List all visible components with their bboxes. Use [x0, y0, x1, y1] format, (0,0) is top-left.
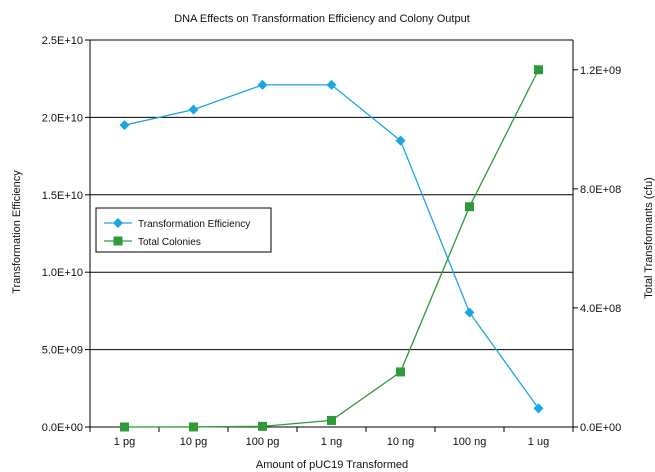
data-point [534, 65, 543, 75]
axes [85, 39, 578, 432]
y-tick-label: 2.5E+10 [42, 35, 83, 47]
data-point [327, 415, 336, 425]
y-tick-label: 2.0E+10 [42, 112, 83, 124]
x-tick-label: 1 ug [528, 436, 549, 448]
legend-marker [113, 236, 123, 246]
y-axis-title: Transformation Efficiency [11, 170, 23, 294]
data-point [395, 135, 406, 146]
data-point [120, 422, 129, 432]
y-tick-label: 1.0E+10 [42, 267, 83, 279]
y2-tick-labels: 0.0E+00 4.0E+08 8.0E+08 1.2E+09 [580, 65, 621, 434]
chart-title: DNA Effects on Transformation Efficiency… [174, 13, 470, 25]
legend-marker [113, 218, 123, 228]
y2-tick-label: 0.0E+00 [580, 422, 621, 434]
data-point [464, 307, 475, 318]
x-tick-label: 10 ng [387, 436, 415, 448]
series-total-colonies [120, 65, 543, 432]
legend-label: Transformation Efficiency [138, 219, 250, 230]
x-tick-label: 100 ng [453, 436, 487, 448]
data-point [326, 79, 337, 90]
data-point [465, 202, 474, 212]
data-point [533, 403, 544, 414]
gridlines [90, 39, 573, 351]
y-tick-label: 5.0E+09 [42, 345, 83, 357]
y2-axis-title: Total Transformants (cfu) [643, 177, 655, 299]
data-point [257, 79, 268, 90]
y2-tick-label: 8.0E+08 [580, 184, 621, 196]
series-layer [119, 65, 544, 432]
data-point [258, 421, 267, 431]
x-tick-label: 100 pg [246, 436, 280, 448]
y-tick-label: 0.0E+00 [42, 422, 83, 434]
y-tick-labels: 0.0E+00 5.0E+09 1.0E+10 1.5E+10 2.0E+10 2.5E+… [42, 35, 83, 434]
data-point [396, 367, 405, 377]
legend-label: Total Colonies [138, 237, 201, 248]
data-point [119, 120, 130, 131]
x-tick-label: 1 ng [321, 436, 342, 448]
x-tick-labels: 1 pg 10 pg 100 pg 1 ng 10 ng 100 ng 1 ug [114, 436, 549, 448]
y2-tick-label: 1.2E+09 [580, 65, 621, 77]
series-transformation-efficiency [119, 79, 544, 414]
y2-tick-label: 4.0E+08 [580, 303, 621, 315]
x-axis-title: Amount of pUC19 Transformed [256, 459, 408, 471]
x-tick-label: 10 pg [180, 436, 208, 448]
data-point [189, 422, 198, 432]
legend: Transformation Efficiency Total Colonies [95, 207, 272, 253]
x-tick-label: 1 pg [114, 436, 135, 448]
legend-box [95, 207, 272, 253]
data-point [188, 104, 199, 115]
y-tick-label: 1.5E+10 [42, 190, 83, 202]
